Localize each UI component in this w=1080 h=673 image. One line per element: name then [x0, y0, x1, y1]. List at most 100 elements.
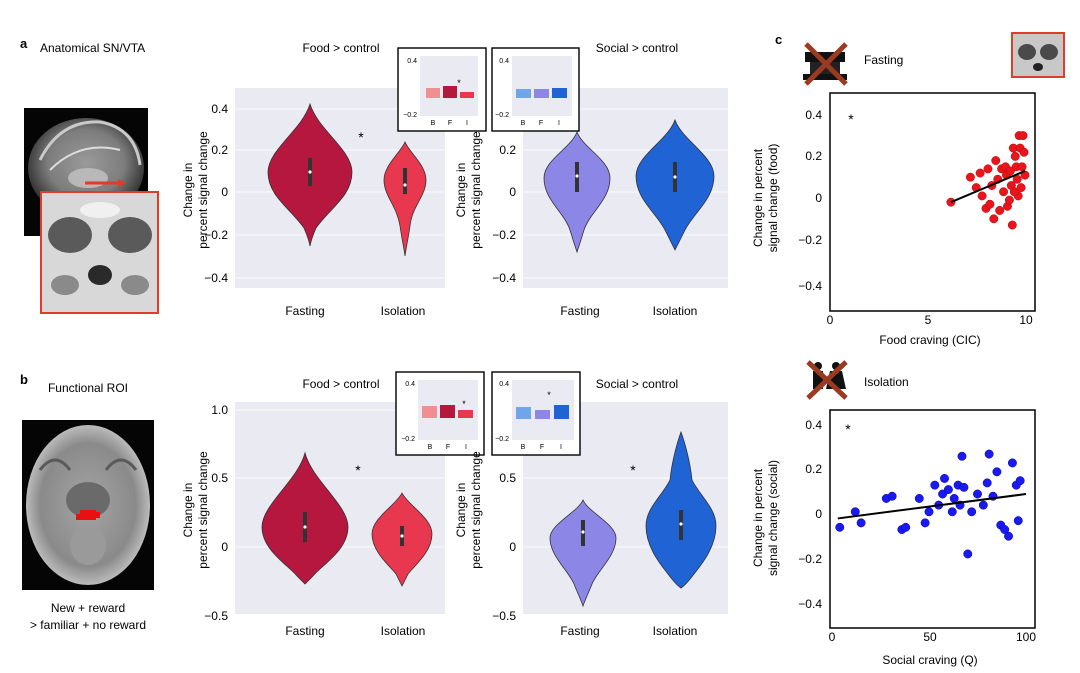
inset-bar-b	[516, 89, 531, 98]
roi-caption-line2: > familiar + no reward	[30, 618, 146, 632]
inset-bar-i	[552, 88, 567, 98]
significance-star: *	[848, 111, 854, 127]
scatter-point	[991, 156, 1001, 166]
scatter-point	[1017, 162, 1027, 172]
significance-star: *	[845, 421, 851, 437]
y-tick-label: −0.2	[204, 228, 228, 242]
violin-median	[308, 170, 312, 174]
y-axis-label: Change in percent	[751, 148, 765, 247]
x-tick-label: Fasting	[285, 304, 324, 318]
violin-median	[679, 522, 683, 526]
inset-x-tick: F	[539, 120, 543, 127]
inset-bar-b	[426, 88, 440, 98]
y-tick-label: 0.4	[211, 102, 228, 116]
x-tick-label: Isolation	[653, 624, 698, 638]
inset-x-tick: B	[521, 120, 526, 127]
significance-star: *	[355, 462, 361, 478]
scatter-point	[856, 518, 866, 528]
scatter-point	[1010, 151, 1020, 161]
scatter-point	[995, 206, 1005, 215]
y-axis-label: percent signal change	[196, 131, 210, 249]
inset-bar-i	[554, 405, 569, 419]
y-tick-label: 0.2	[805, 462, 822, 476]
scatter-point	[989, 214, 999, 224]
x-tick-label: Isolation	[381, 624, 426, 638]
fasting-food-icon	[803, 42, 848, 86]
y-tick-label: 0.2	[805, 149, 822, 163]
y-axis-label: Change in	[181, 483, 195, 538]
scatter-point	[947, 507, 957, 517]
violin-median	[581, 530, 585, 534]
scatter-point	[914, 494, 924, 503]
y-tick-label: −0.5	[492, 609, 516, 623]
y-axis-label: percent signal change	[469, 131, 483, 249]
y-axis-label: percent signal change	[196, 451, 210, 569]
isolation-social-icon	[806, 360, 848, 400]
scatter-point	[1015, 476, 1025, 486]
inset-bar-f	[535, 410, 550, 419]
y-tick-label: 0.2	[499, 143, 516, 157]
significance-star: *	[630, 462, 636, 478]
roi-thumbnail	[1011, 32, 1065, 78]
x-tick-label: 100	[1016, 630, 1036, 644]
x-tick-label: Fasting	[560, 624, 599, 638]
scatter-point	[949, 494, 959, 503]
x-tick-label: 0	[827, 313, 834, 327]
y-tick-label: −0.5	[204, 609, 228, 623]
inset-x-tick: B	[431, 120, 436, 127]
panel-b-social-title: Social > control	[596, 377, 678, 391]
y-axis-label: percent signal change	[469, 451, 483, 569]
inset-x-tick: B	[428, 444, 433, 451]
scatter-point	[983, 164, 993, 174]
inset-y-tick: −0.2	[495, 436, 509, 443]
isolation-label: Isolation	[864, 375, 909, 389]
scatter-point	[930, 480, 940, 490]
panel-b-social-axes: 0.5 0 −0.5 Change in percent signal chan…	[454, 402, 728, 638]
scatter-point	[982, 478, 992, 488]
inset-bar-f	[534, 89, 549, 98]
inset-bar-i	[458, 410, 473, 418]
panel-a-food-inset: 0.4 −0.2 * B F I	[397, 47, 487, 132]
inset-bar-f	[443, 86, 457, 98]
scatter-point	[1004, 195, 1014, 205]
scatter-point	[965, 172, 975, 182]
panel-label-a: a	[20, 36, 28, 51]
scatter-point	[975, 168, 985, 178]
y-tick-label: 0	[221, 185, 228, 199]
panel-b-food-inset: 0.4 −0.2 * B F I	[395, 371, 485, 456]
scatter-point	[1019, 147, 1029, 157]
inset-bar-b	[516, 407, 531, 419]
x-axis-label: Social craving (Q)	[882, 653, 977, 667]
y-tick-label: 0.4	[805, 418, 822, 432]
panel-a-social-inset: 0.4 −0.2 B F I	[491, 47, 580, 132]
scatter-point	[967, 507, 977, 517]
scatter-point	[1009, 187, 1019, 197]
scatter-point	[1013, 516, 1023, 526]
scatter-frame	[829, 92, 1036, 312]
scatter-point	[1000, 525, 1010, 534]
inset-x-tick: B	[521, 444, 526, 451]
inset-star: *	[547, 390, 551, 400]
y-axis-label: Change in	[454, 483, 468, 538]
panel-a-heading: Anatomical SN/VTA	[40, 41, 145, 55]
scatter-point	[887, 491, 897, 501]
roi-caption-line1: New + reward	[51, 601, 125, 615]
significance-star: *	[358, 129, 364, 145]
scatter-point	[1004, 531, 1013, 541]
panel-label-b: b	[20, 372, 28, 387]
scatter-social-craving: 0.4 0.2 0 −0.2 −0.4 0 50 100 Social crav…	[751, 409, 1036, 667]
y-tick-label: −0.2	[798, 552, 822, 566]
y-tick-label: −0.2	[492, 228, 516, 242]
violin-fasting-social	[549, 498, 617, 608]
violin-median	[403, 183, 407, 187]
inset-x-tick: I	[466, 120, 468, 127]
scatter-point	[943, 485, 953, 495]
x-tick-label: Isolation	[653, 304, 698, 318]
inset-x-tick: I	[465, 444, 467, 451]
regression-line	[950, 170, 1026, 204]
scatter-point	[992, 467, 1002, 477]
x-tick-label: 50	[923, 630, 937, 644]
scatter-point	[901, 522, 911, 532]
violin-median	[673, 175, 677, 179]
violin-box	[403, 168, 407, 194]
